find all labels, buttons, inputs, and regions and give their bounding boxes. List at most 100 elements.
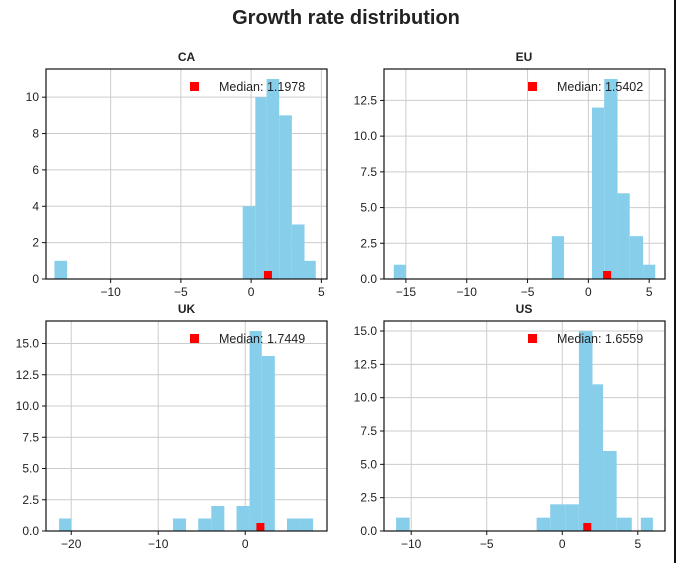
- y-tick-label: 5.0: [22, 462, 39, 476]
- histogram-bar: [640, 517, 653, 531]
- legend-uk: Median: 1.7449: [190, 332, 305, 346]
- histogram-bar: [536, 517, 551, 531]
- window-edge: [674, 0, 676, 563]
- panel-ca: CA −10 −5 0 5 0 2 4 6 8 10 Median: 1.1978: [26, 50, 328, 299]
- histogram-bar: [603, 451, 617, 531]
- y-tick-label: 0.0: [22, 524, 39, 538]
- xticks-eu: −15 −10 −5 0 5: [396, 279, 653, 299]
- x-tick-label: −10: [401, 537, 422, 551]
- legend-marker-ca: [190, 82, 199, 91]
- histogram-bar: [236, 506, 250, 531]
- histogram-bar: [266, 79, 280, 279]
- histogram-bar: [198, 518, 212, 531]
- legend-label-eu: Median: 1.5402: [557, 80, 643, 94]
- bars-us: [396, 331, 653, 531]
- histogram-bar: [643, 264, 656, 279]
- y-tick-label: 0.0: [360, 272, 377, 286]
- yticks-us: 0.0 2.5 5.0 7.5 10.0 12.5 15.0: [354, 324, 384, 538]
- frame-uk: [45, 320, 328, 532]
- histogram-bar: [242, 206, 256, 279]
- xticks-us: −10 −5 0 5: [401, 531, 641, 551]
- x-tick-label: 0: [559, 537, 566, 551]
- y-tick-label: 15.0: [354, 324, 378, 338]
- y-tick-label: 10.0: [354, 391, 378, 405]
- y-tick-label: 6: [32, 163, 39, 177]
- y-tick-label: 5.0: [360, 457, 377, 471]
- histogram-bar: [59, 518, 72, 531]
- y-tick-label: 4: [32, 199, 39, 213]
- y-tick-label: 12.5: [16, 368, 40, 382]
- axes-frame: [45, 68, 328, 280]
- xticks-uk: −20 −10 0: [61, 531, 249, 551]
- legend-marker-eu: [528, 82, 537, 91]
- x-tick-label: 5: [646, 285, 653, 299]
- histogram-bar: [54, 260, 68, 279]
- y-tick-label: 12.5: [354, 357, 378, 371]
- y-tick-label: 10.0: [354, 129, 378, 143]
- median-marker: [603, 271, 612, 279]
- legend-label-ca: Median: 1.1978: [219, 80, 305, 94]
- frame-eu: [383, 68, 666, 280]
- histogram-bar: [291, 224, 305, 279]
- median-eu: [603, 271, 612, 279]
- y-tick-label: 0.0: [360, 524, 377, 538]
- frame-ca: [45, 68, 328, 280]
- panel-title-ca: CA: [178, 50, 196, 64]
- y-tick-label: 10.0: [16, 399, 40, 413]
- histogram-bar: [578, 331, 593, 531]
- x-tick-label: −5: [174, 285, 188, 299]
- histogram-bar: [393, 264, 406, 279]
- histogram-bar: [617, 193, 630, 279]
- histogram-bar: [286, 518, 301, 531]
- y-tick-label: 10: [26, 90, 40, 104]
- median-uk: [256, 523, 265, 531]
- histogram-bar: [249, 331, 262, 531]
- histogram-bar: [592, 107, 605, 279]
- y-tick-label: 2.5: [360, 491, 377, 505]
- panel-eu: EU −15 −10 −5 0 5 0.0 2.5 5.0 7.5 10.0 12.5 Media…: [354, 50, 666, 299]
- histogram-bar: [616, 517, 632, 531]
- x-tick-label: −15: [396, 285, 417, 299]
- x-tick-label: −10: [148, 537, 169, 551]
- figure-title: Growth rate distribution: [232, 7, 460, 29]
- y-tick-label: 7.5: [22, 430, 39, 444]
- panel-title-uk: UK: [178, 302, 196, 316]
- median-ca: [263, 271, 272, 279]
- yticks-uk: 0.0 2.5 5.0 7.5 10.0 12.5 15.0: [16, 337, 46, 538]
- legend-eu: Median: 1.5402: [528, 80, 643, 94]
- histogram-bar: [629, 236, 644, 279]
- panel-uk: UK −20 −10 0 0.0 2.5 5.0 7.5 10.0 12.5 15.0 Medi…: [16, 302, 328, 551]
- x-tick-label: −10: [100, 285, 121, 299]
- histogram-bar: [396, 517, 410, 531]
- bars-ca: [54, 79, 316, 279]
- axes-frame: [383, 320, 666, 532]
- bars-uk: [59, 331, 314, 531]
- y-tick-label: 2.5: [360, 236, 377, 250]
- y-tick-label: 12.5: [354, 93, 378, 107]
- y-tick-label: 0: [32, 272, 39, 286]
- x-tick-label: −5: [521, 285, 535, 299]
- y-tick-label: 2: [32, 236, 39, 250]
- histogram-bar: [550, 504, 566, 531]
- x-tick-label: 5: [634, 537, 641, 551]
- histogram-bar: [173, 518, 187, 531]
- grid-us: [384, 321, 665, 532]
- y-tick-label: 7.5: [360, 165, 377, 179]
- yticks-ca: 0 2 4 6 8 10: [26, 90, 46, 286]
- y-tick-label: 7.5: [360, 424, 377, 438]
- histogram-bar: [279, 115, 292, 279]
- legend-marker-uk: [190, 334, 199, 343]
- histogram-bar: [592, 384, 604, 531]
- histogram-bar: [551, 236, 565, 279]
- median-us: [583, 523, 592, 531]
- x-tick-label: 5: [318, 285, 325, 299]
- median-marker: [583, 523, 592, 531]
- y-tick-label: 2.5: [22, 493, 39, 507]
- legend-label-us: Median: 1.6559: [557, 332, 643, 346]
- panel-us: US −10 −5 0 5 0.0 2.5 5.0 7.5 10.0 12.5 15.0 Medi…: [354, 302, 666, 551]
- histogram-bar: [255, 97, 267, 279]
- y-tick-label: 8: [32, 127, 39, 141]
- grid-uk: [46, 321, 327, 532]
- histogram-bar: [261, 356, 275, 531]
